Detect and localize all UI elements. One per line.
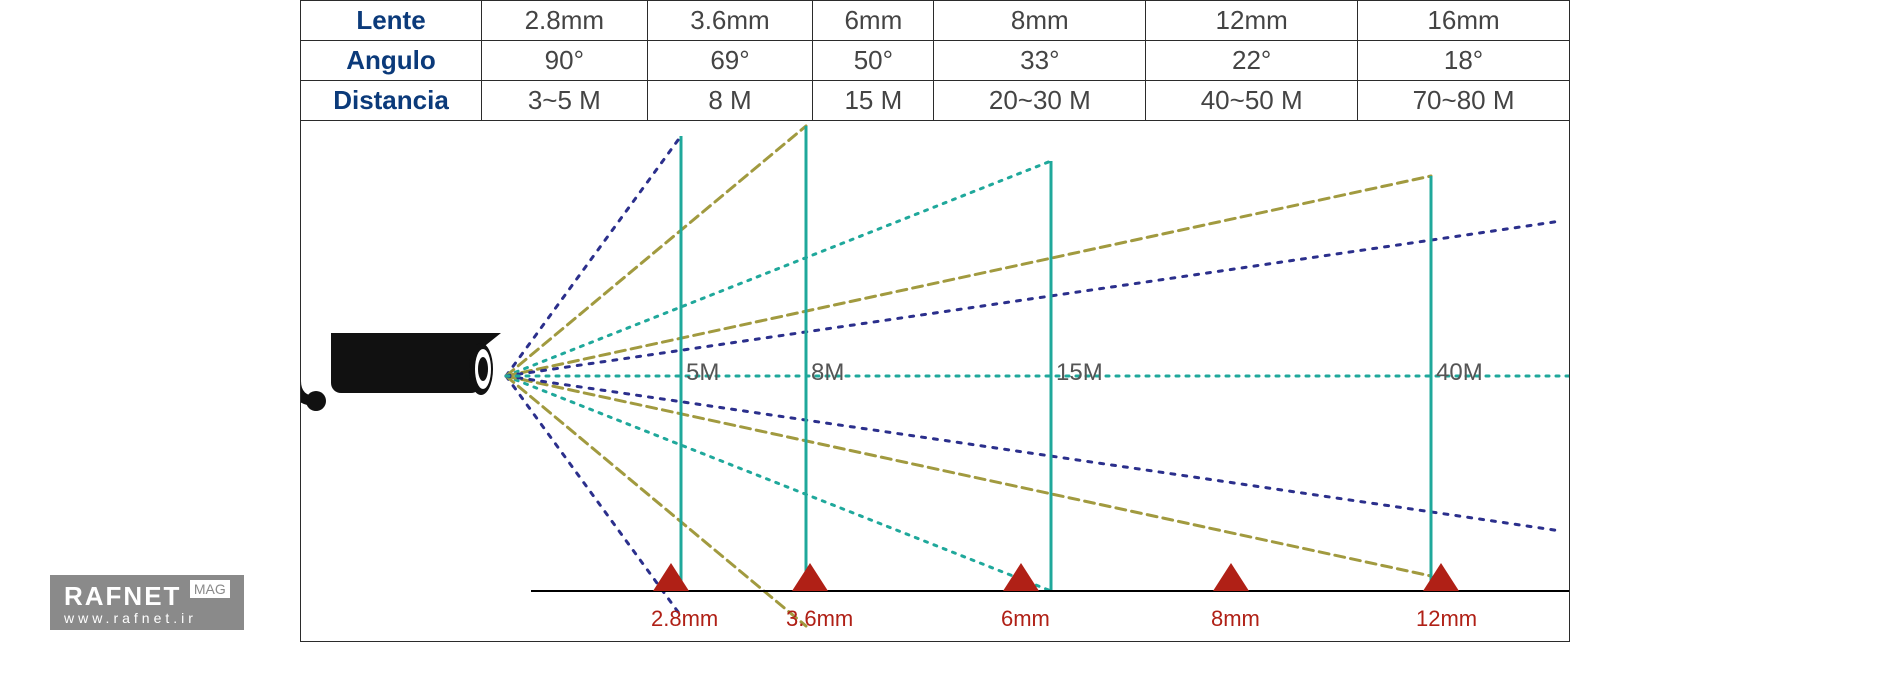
table-cell: 40~50 M (1146, 81, 1358, 121)
table-row: Angulo 90° 69° 50° 33° 22° 18° (301, 41, 1570, 81)
table-header-distancia: Distancia (301, 81, 482, 121)
table-cell: 70~80 M (1358, 81, 1570, 121)
table-row: Distancia 3~5 M 8 M 15 M 20~30 M 40~50 M… (301, 81, 1570, 121)
table-cell: 8 M (647, 81, 813, 121)
watermark-brand: RAFNET (64, 581, 181, 611)
distance-label: 40M (1436, 359, 1483, 387)
table-cell: 33° (934, 41, 1146, 81)
page: Lente 2.8mm 3.6mm 6mm 8mm 12mm 16mm Angu… (0, 0, 1900, 700)
lens-marker-label: 8mm (1211, 606, 1260, 632)
table-cell: 20~30 M (934, 81, 1146, 121)
watermark-brand-row: RAFNET MAG (64, 581, 230, 612)
watermark-tag: MAG (190, 580, 230, 598)
table-cell: 16mm (1358, 1, 1570, 41)
table-cell: 69° (647, 41, 813, 81)
content-panel: Lente 2.8mm 3.6mm 6mm 8mm 12mm 16mm Angu… (300, 0, 1570, 642)
distance-label: 8M (811, 359, 844, 387)
table-cell: 8mm (934, 1, 1146, 41)
lens-spec-table: Lente 2.8mm 3.6mm 6mm 8mm 12mm 16mm Angu… (300, 0, 1570, 121)
table-cell: 50° (813, 41, 934, 81)
lens-marker-label: 6mm (1001, 606, 1050, 632)
table-header-lente: Lente (301, 1, 482, 41)
table-cell: 18° (1358, 41, 1570, 81)
watermark-badge: RAFNET MAG www.rafnet.ir (50, 575, 244, 630)
table-cell: 6mm (813, 1, 934, 41)
watermark-url: www.rafnet.ir (64, 610, 230, 626)
table-cell: 22° (1146, 41, 1358, 81)
fov-diagram: 5M 8M 15M 40M 2.8mm 3.6mm 6mm 8mm 12mm (300, 121, 1570, 642)
table-cell: 2.8mm (482, 1, 648, 41)
distance-label: 5M (686, 359, 719, 387)
table-cell: 15 M (813, 81, 934, 121)
distance-label: 15M (1056, 359, 1103, 387)
diagram-svg (301, 121, 1569, 641)
table-cell: 3.6mm (647, 1, 813, 41)
table-header-angulo: Angulo (301, 41, 482, 81)
table-row: Lente 2.8mm 3.6mm 6mm 8mm 12mm 16mm (301, 1, 1570, 41)
lens-marker-label: 3.6mm (786, 606, 853, 632)
lens-marker-label: 12mm (1416, 606, 1477, 632)
table-cell: 3~5 M (482, 81, 648, 121)
table-cell: 12mm (1146, 1, 1358, 41)
table-cell: 90° (482, 41, 648, 81)
lens-marker-label: 2.8mm (651, 606, 718, 632)
